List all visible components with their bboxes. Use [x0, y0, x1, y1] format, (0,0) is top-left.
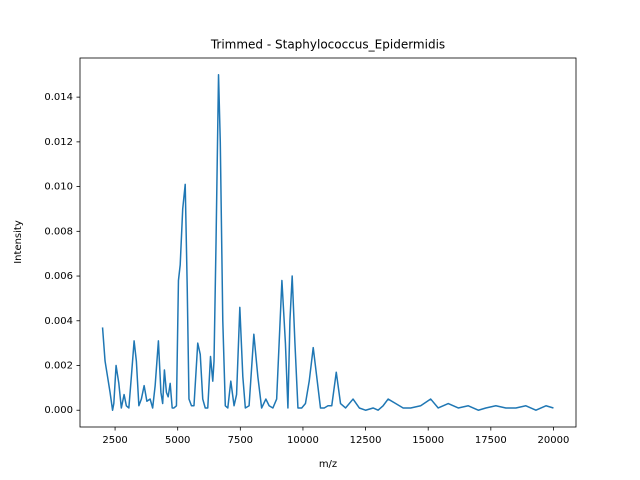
x-tick-label: 2500: [102, 435, 127, 446]
x-tick-label: 17500: [475, 435, 507, 446]
x-tick-label: 10000: [287, 435, 319, 446]
x-tick-label: 5000: [165, 435, 190, 446]
chart-title: Trimmed - Staphylococcus_Epidermidis: [210, 38, 445, 52]
y-tick-label: 0.006: [44, 271, 73, 282]
spectrum-line: [101, 74, 554, 411]
y-tick-label: 0.008: [44, 226, 73, 237]
x-tick-label: 15000: [412, 435, 444, 446]
y-tick-label: 0.014: [44, 92, 73, 103]
y-tick-label: 0.012: [44, 137, 73, 148]
plot-frame: [79, 57, 577, 428]
y-tick-label: 0.002: [44, 361, 73, 372]
x-tick-label: 7500: [228, 435, 253, 446]
y-tick-label: 0.004: [44, 316, 73, 327]
x-tick-label: 12500: [350, 435, 382, 446]
y-tick-label: 0.010: [44, 182, 73, 193]
x-axis-label: m/z: [319, 459, 337, 470]
y-axis-label: Intensity: [13, 220, 24, 264]
y-tick-label: 0.000: [44, 405, 73, 416]
x-tick-label: 20000: [538, 435, 570, 446]
